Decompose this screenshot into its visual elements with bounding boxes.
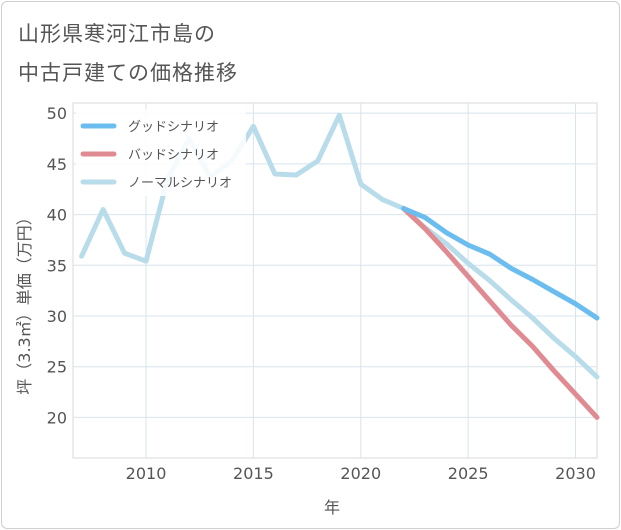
x-tick-label: 2015 <box>233 464 274 483</box>
y-tick-label: 40 <box>47 206 67 225</box>
x-axis-label: 年 <box>324 498 340 517</box>
y-axis-label: 坪（3.3㎡）単価（万円） <box>15 209 34 394</box>
chart-title-line2: 中古戸建ての価格推移 <box>18 61 238 85</box>
legend-label: バッドシナリオ <box>128 148 219 163</box>
x-tick-label: 2020 <box>340 464 381 483</box>
y-tick-label: 20 <box>47 408 67 427</box>
y-tick-label: 50 <box>47 104 67 123</box>
y-tick-label: 30 <box>47 307 67 326</box>
y-tick-label: 45 <box>47 155 67 174</box>
x-tick-label: 2025 <box>448 464 489 483</box>
y-tick-label: 35 <box>47 256 67 275</box>
chart-title-line1: 山形県寒河江市島の <box>18 22 216 46</box>
plot-border <box>72 102 598 459</box>
y-tick-label: 25 <box>47 358 67 377</box>
series-line-グッドシナリオ <box>401 206 600 321</box>
series-line-バッドシナリオ <box>401 206 600 420</box>
legend-label: グッドシナリオ <box>128 120 219 135</box>
legend-label: ノーマルシナリオ <box>128 176 232 191</box>
x-tick-label: 2010 <box>126 464 167 483</box>
x-tick-label: 2030 <box>555 464 596 483</box>
